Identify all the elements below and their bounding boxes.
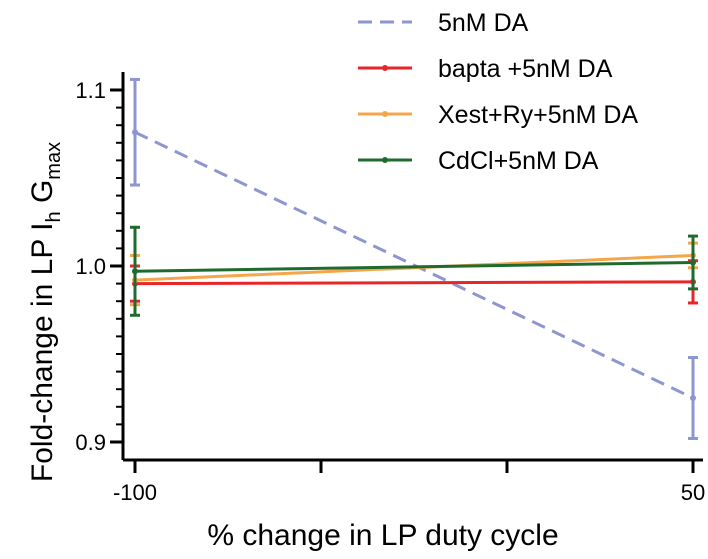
y-axis-title-sub-h: h xyxy=(43,211,65,222)
y-axis-title: Fold-change in LP Ih Gmax xyxy=(26,142,65,482)
y-tick-label: 1.0 xyxy=(75,254,106,279)
y-axis-title-mid: G xyxy=(26,180,59,212)
legend-item-4-marker xyxy=(382,157,388,163)
legend-item-3-marker xyxy=(382,111,388,117)
series-group xyxy=(130,77,698,440)
series-4-line xyxy=(134,260,694,273)
x-axis-title: % change in LP duty cycle xyxy=(207,519,558,552)
series-1-point xyxy=(690,395,696,401)
series-4-point xyxy=(132,268,138,275)
series-4-point xyxy=(690,259,696,266)
legend-item-1-label: 5nM DA xyxy=(438,9,529,37)
legend-item-2-label: bapta +5nM DA xyxy=(438,55,613,83)
y-axis-title-main: Fold-change in LP I xyxy=(26,222,59,482)
axes-group: 0.9 1.0 1.1 -100 50 xyxy=(75,72,705,505)
series-2-line xyxy=(134,280,694,286)
y-axis-title-sub-max: max xyxy=(43,142,65,180)
legend-item-2-marker xyxy=(382,65,388,71)
x-tick-label: -100 xyxy=(113,480,157,505)
legend: 5nM DA bapta +5nM DA Xest+Ry+5nM DA CdCl+5n… xyxy=(358,9,638,175)
x-tick-label: 50 xyxy=(681,480,705,505)
legend-item-4-label: CdCl+5nM DA xyxy=(438,147,599,175)
y-tick-label: 0.9 xyxy=(75,430,106,455)
series-1-point xyxy=(132,129,138,136)
series-1-line xyxy=(134,130,694,400)
legend-item-3-label: Xest+Ry+5nM DA xyxy=(438,101,638,129)
y-tick-label: 1.1 xyxy=(75,78,106,103)
